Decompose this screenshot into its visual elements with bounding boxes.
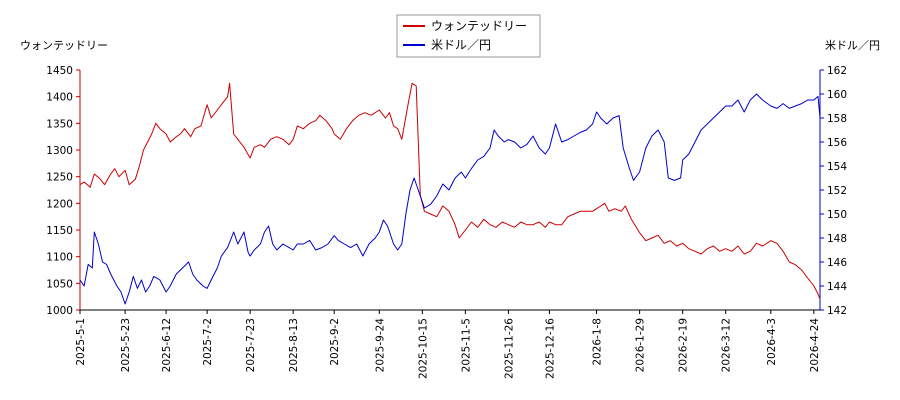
x-tick-label: 2026-4-3 xyxy=(766,318,778,366)
y-right-tick-label: 144 xyxy=(827,281,847,293)
x-tick-label: 2025-5-23 xyxy=(120,318,132,372)
y-right-tick-label: 146 xyxy=(827,257,847,269)
y-right-tick-label: 148 xyxy=(827,233,847,245)
legend-label-left: ウォンテッドリー xyxy=(431,19,527,33)
y-right-tick-label: 154 xyxy=(827,161,847,173)
y-left-tick-label: 1450 xyxy=(46,65,73,77)
y-left-tick-label: 1200 xyxy=(46,198,73,210)
legend-box xyxy=(396,14,541,58)
series-lines xyxy=(79,82,821,305)
y-left-tick-label: 1300 xyxy=(46,145,73,157)
y-left-title: ウォンテッドリー xyxy=(20,39,108,52)
y-left-tick-label: 1050 xyxy=(46,278,73,290)
x-tick-label: 2026-4-24 xyxy=(809,318,821,373)
x-tick-label: 2025-7-23 xyxy=(245,318,257,372)
y-right-tick-label: 160 xyxy=(827,89,847,101)
x-tick-label: 2025-7-2 xyxy=(202,318,214,366)
x-tick-label: 2025-8-13 xyxy=(288,318,300,372)
y-right-tick-label: 156 xyxy=(827,137,847,149)
x-tick-label: 2026-2-19 xyxy=(678,318,690,372)
x-ticks: 2025-5-1 2025-5-23 2025-6-12 2025-7-2 2025-7… xyxy=(75,310,821,379)
x-tick-label: 2025-9-24 xyxy=(374,318,386,373)
y-left-tick-label: 1150 xyxy=(46,225,73,237)
y-right-tick-label: 162 xyxy=(827,65,847,77)
y-left-tick-label: 1000 xyxy=(46,305,73,317)
y-left-tick-label: 1350 xyxy=(46,118,73,130)
y-right-tick-label: 150 xyxy=(827,209,847,221)
x-tick-label: 2025-10-15 xyxy=(417,318,429,379)
y-left-tick-label: 1100 xyxy=(46,252,73,264)
series-line-usdjpy xyxy=(79,93,821,305)
x-tick-label: 2025-6-12 xyxy=(161,318,173,372)
x-tick-label: 2025-5-1 xyxy=(75,318,87,366)
y-right-tick-label: 142 xyxy=(827,305,847,317)
y-left-ticks: 1000 1050 1100 1150 1200 1250 1300 1350 1400 1450 xyxy=(46,65,80,317)
y-right-tick-label: 152 xyxy=(827,185,847,197)
x-tick-label: 2026-1-8 xyxy=(592,318,604,366)
y-right-title: 米ドル／円 xyxy=(825,39,880,52)
x-tick-label: 2025-9-2 xyxy=(329,318,341,366)
x-tick-label: 2025-11-26 xyxy=(503,318,515,379)
x-tick-label: 2025-11-5 xyxy=(460,318,472,372)
x-tick-label: 2026-3-12 xyxy=(721,318,733,372)
y-left-tick-label: 1400 xyxy=(46,92,73,104)
x-tick-label: 2026-1-29 xyxy=(635,318,647,372)
y-right-tick-label: 158 xyxy=(827,113,847,125)
y-right-ticks: 142 144 146 148 150 152 154 156 158 160 162 xyxy=(820,65,847,317)
x-tick-label: 2025-12-16 xyxy=(544,318,556,379)
y-left-tick-label: 1250 xyxy=(46,172,73,184)
legend-label-right: 米ドル／円 xyxy=(431,38,491,52)
legend: ウォンテッドリー 米ドル／円 xyxy=(396,14,541,58)
